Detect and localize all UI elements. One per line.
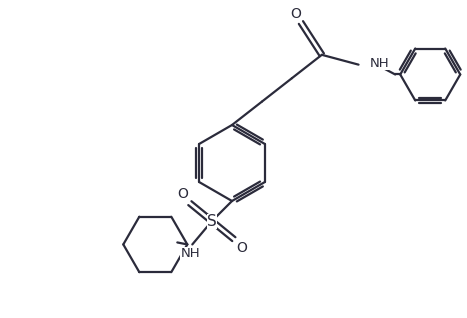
Text: O: O xyxy=(177,187,188,201)
Text: NH: NH xyxy=(369,57,389,70)
Text: O: O xyxy=(236,241,248,255)
Text: O: O xyxy=(290,6,301,21)
Text: S: S xyxy=(207,214,217,229)
Text: NH: NH xyxy=(180,247,200,260)
